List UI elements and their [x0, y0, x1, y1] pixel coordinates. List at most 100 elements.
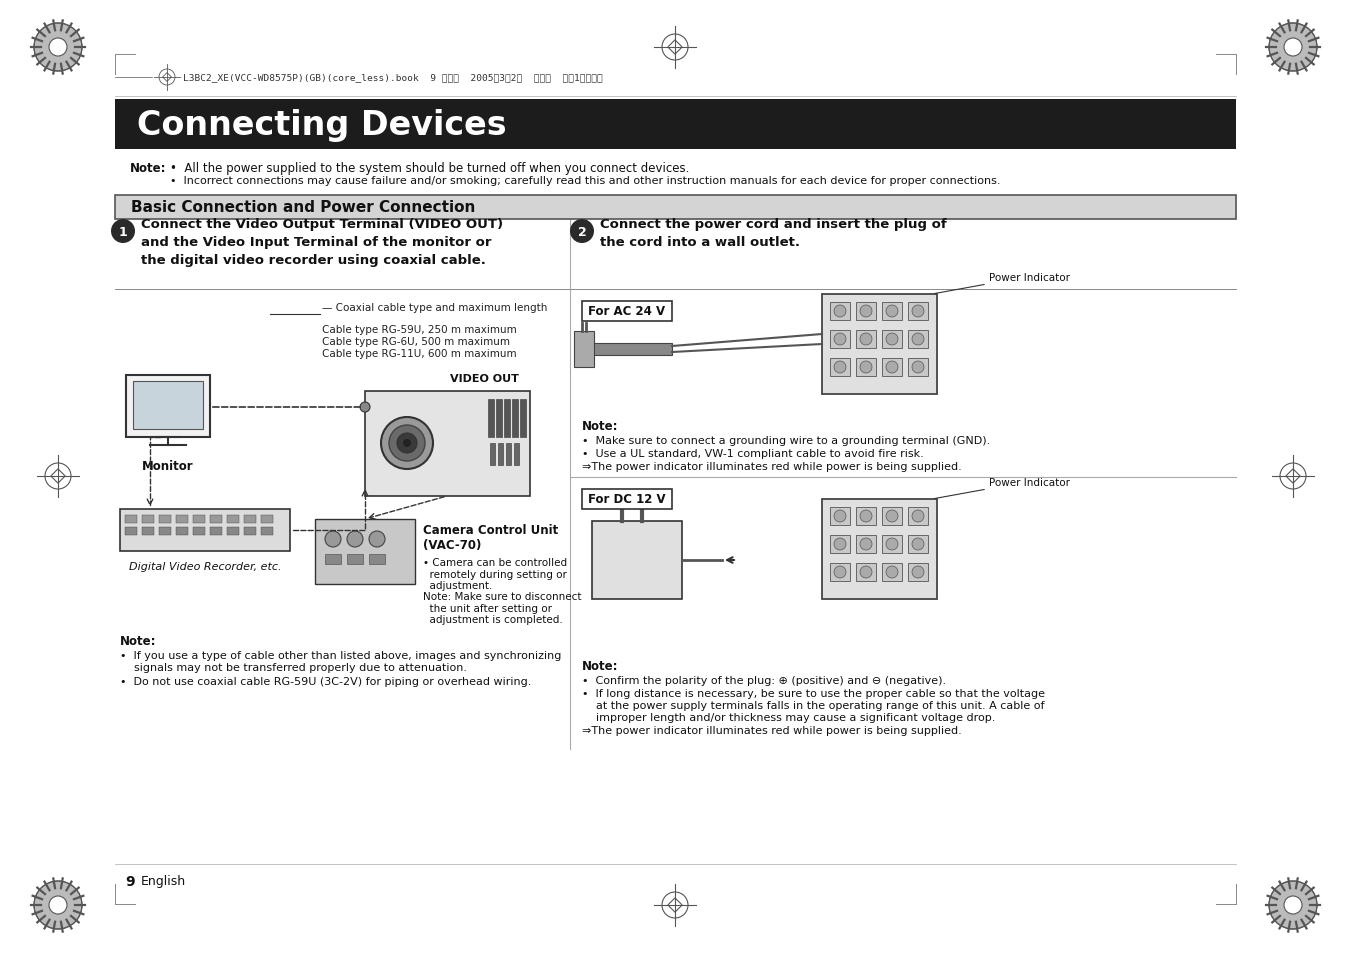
Bar [830, 331, 850, 349]
Circle shape [861, 361, 871, 374]
Text: •  Make sure to connect a grounding wire to a grounding terminal (GND).: • Make sure to connect a grounding wire … [582, 436, 990, 446]
Bar [496, 399, 503, 437]
Bar [908, 358, 928, 376]
Bar [245, 527, 255, 536]
Bar [209, 527, 222, 536]
Text: — Coaxial cable type and maximum length: — Coaxial cable type and maximum length [322, 303, 547, 313]
Text: •  If long distance is necessary, be sure to use the proper cable so that the vo: • If long distance is necessary, be sure… [582, 688, 1046, 699]
Text: •  If you use a type of cable other than listed above, images and synchronizing: • If you use a type of cable other than … [120, 650, 562, 660]
Circle shape [359, 402, 370, 413]
Text: Note: Make sure to disconnect
  the unit after setting or
  adjustment is comple: Note: Make sure to disconnect the unit a… [423, 592, 581, 624]
Bar [908, 536, 928, 554]
Circle shape [570, 220, 594, 244]
Bar [821, 499, 938, 599]
Circle shape [369, 532, 385, 547]
Text: Note:: Note: [582, 659, 619, 672]
Text: •  Do not use coaxial cable RG-59U (3C-2V) for piping or overhead wiring.: • Do not use coaxial cable RG-59U (3C-2V… [120, 677, 531, 686]
Circle shape [834, 334, 846, 346]
Bar [488, 399, 494, 437]
Bar [821, 294, 938, 395]
Bar [126, 527, 136, 536]
Circle shape [834, 306, 846, 317]
Text: L3BC2_XE(VCC-WD8575P)(GB)(core_less).book  9 ページ  2005年3月2日  水曜日  午後1時１７分: L3BC2_XE(VCC-WD8575P)(GB)(core_less).boo… [182, 73, 603, 82]
Text: improper length and/or thickness may cause a significant voltage drop.: improper length and/or thickness may cau… [596, 712, 996, 722]
Circle shape [49, 39, 68, 57]
Text: Cable type RG-11U, 600 m maximum: Cable type RG-11U, 600 m maximum [322, 349, 516, 358]
Bar [245, 516, 255, 523]
Circle shape [912, 334, 924, 346]
Bar [261, 516, 273, 523]
Circle shape [886, 538, 898, 551]
Circle shape [1283, 39, 1302, 57]
Bar [908, 563, 928, 581]
Bar [908, 331, 928, 349]
Bar [126, 375, 209, 437]
Bar [142, 516, 154, 523]
Bar [830, 358, 850, 376]
Text: Note:: Note: [120, 635, 157, 647]
Text: signals may not be transferred properly due to attenuation.: signals may not be transferred properly … [134, 662, 467, 672]
Bar [347, 555, 363, 564]
Bar [882, 358, 902, 376]
Bar [582, 302, 671, 322]
Circle shape [886, 566, 898, 578]
Bar [126, 516, 136, 523]
Bar [315, 519, 415, 584]
Bar [882, 507, 902, 525]
Bar [132, 381, 203, 430]
Text: Camera Control Unit
(VAC-70): Camera Control Unit (VAC-70) [423, 523, 558, 552]
Text: VIDEO OUT: VIDEO OUT [450, 374, 519, 384]
Circle shape [912, 361, 924, 374]
Circle shape [861, 538, 871, 551]
Bar [209, 516, 222, 523]
Bar [227, 527, 239, 536]
Text: ⇒The power indicator illuminates red while power is being supplied.: ⇒The power indicator illuminates red whi… [582, 725, 962, 735]
Circle shape [34, 24, 82, 71]
Circle shape [912, 566, 924, 578]
Bar [365, 392, 530, 497]
Text: Note:: Note: [582, 419, 619, 433]
Bar [369, 555, 385, 564]
Text: Note:: Note: [130, 162, 166, 174]
Text: Basic Connection and Power Connection: Basic Connection and Power Connection [131, 200, 476, 215]
Circle shape [912, 306, 924, 317]
Text: Digital Video Recorder, etc.: Digital Video Recorder, etc. [128, 561, 281, 572]
Text: •  Incorrect connections may cause failure and/or smoking; carefully read this a: • Incorrect connections may cause failur… [170, 175, 1001, 186]
Text: ⇒The power indicator illuminates red while power is being supplied.: ⇒The power indicator illuminates red whi… [582, 461, 962, 472]
Bar [507, 443, 511, 465]
Circle shape [834, 566, 846, 578]
Circle shape [397, 434, 417, 454]
Text: 2: 2 [578, 225, 586, 238]
Text: •  Confirm the polarity of the plug: ⊕ (positive) and ⊖ (negative).: • Confirm the polarity of the plug: ⊕ (p… [582, 676, 946, 685]
Text: Cable type RG-6U, 500 m maximum: Cable type RG-6U, 500 m maximum [322, 336, 509, 347]
Text: 9: 9 [126, 874, 135, 888]
Circle shape [886, 306, 898, 317]
Bar [830, 536, 850, 554]
Bar [504, 399, 509, 437]
Text: 1: 1 [119, 225, 127, 238]
Bar [176, 516, 188, 523]
Circle shape [861, 306, 871, 317]
Bar [882, 536, 902, 554]
Bar [882, 303, 902, 320]
Bar [520, 399, 526, 437]
Bar [574, 332, 594, 368]
Circle shape [861, 334, 871, 346]
Bar [512, 399, 517, 437]
Text: For AC 24 V: For AC 24 V [589, 305, 666, 318]
Bar [159, 527, 172, 536]
Circle shape [34, 882, 82, 929]
Circle shape [886, 511, 898, 522]
Bar [592, 521, 682, 599]
Circle shape [49, 896, 68, 914]
Bar [193, 516, 205, 523]
Bar [908, 303, 928, 320]
Circle shape [1269, 882, 1317, 929]
Circle shape [389, 426, 426, 461]
Text: Connect the Video Output Terminal (VIDEO OUT)
and the Video Input Terminal of th: Connect the Video Output Terminal (VIDEO… [141, 218, 503, 267]
Bar [908, 507, 928, 525]
Circle shape [834, 511, 846, 522]
Circle shape [834, 361, 846, 374]
Circle shape [1269, 24, 1317, 71]
Text: English: English [141, 874, 186, 887]
